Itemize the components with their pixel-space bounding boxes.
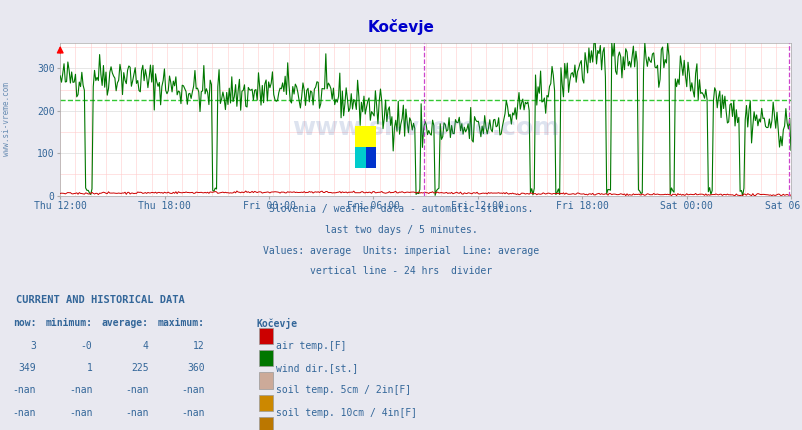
- Text: now:: now:: [13, 318, 36, 328]
- Text: -nan: -nan: [181, 408, 205, 418]
- Text: Kočevje: Kočevje: [367, 19, 435, 35]
- Text: -nan: -nan: [69, 408, 92, 418]
- Text: 360: 360: [187, 363, 205, 373]
- Bar: [365, 147, 375, 168]
- Text: www.si-vreme.com: www.si-vreme.com: [2, 82, 11, 157]
- Bar: [355, 126, 375, 147]
- Text: -nan: -nan: [13, 385, 36, 395]
- Text: -nan: -nan: [125, 408, 148, 418]
- Bar: [355, 147, 365, 168]
- Text: www.si-vreme.com: www.si-vreme.com: [291, 117, 559, 141]
- Text: 4: 4: [143, 341, 148, 350]
- Text: 225: 225: [131, 363, 148, 373]
- Text: -nan: -nan: [181, 385, 205, 395]
- Text: CURRENT AND HISTORICAL DATA: CURRENT AND HISTORICAL DATA: [16, 295, 184, 304]
- Text: -nan: -nan: [13, 408, 36, 418]
- Text: wind dir.[st.]: wind dir.[st.]: [276, 363, 358, 373]
- Text: 349: 349: [18, 363, 36, 373]
- Text: 3: 3: [30, 341, 36, 350]
- Text: -0: -0: [80, 341, 92, 350]
- Text: 12: 12: [192, 341, 205, 350]
- Text: Values: average  Units: imperial  Line: average: Values: average Units: imperial Line: av…: [263, 246, 539, 255]
- Text: 1: 1: [87, 363, 92, 373]
- Text: last two days / 5 minutes.: last two days / 5 minutes.: [325, 225, 477, 235]
- Text: minimum:: minimum:: [45, 318, 92, 328]
- Text: -nan: -nan: [125, 385, 148, 395]
- Text: air temp.[F]: air temp.[F]: [276, 341, 346, 350]
- Text: Kočevje: Kočevje: [257, 318, 298, 329]
- Text: -nan: -nan: [69, 385, 92, 395]
- Text: average:: average:: [101, 318, 148, 328]
- Text: vertical line - 24 hrs  divider: vertical line - 24 hrs divider: [310, 266, 492, 276]
- Text: maximum:: maximum:: [157, 318, 205, 328]
- Text: Slovenia / weather data - automatic stations.: Slovenia / weather data - automatic stat…: [269, 204, 533, 214]
- Text: soil temp. 10cm / 4in[F]: soil temp. 10cm / 4in[F]: [276, 408, 417, 418]
- Text: soil temp. 5cm / 2in[F]: soil temp. 5cm / 2in[F]: [276, 385, 411, 395]
